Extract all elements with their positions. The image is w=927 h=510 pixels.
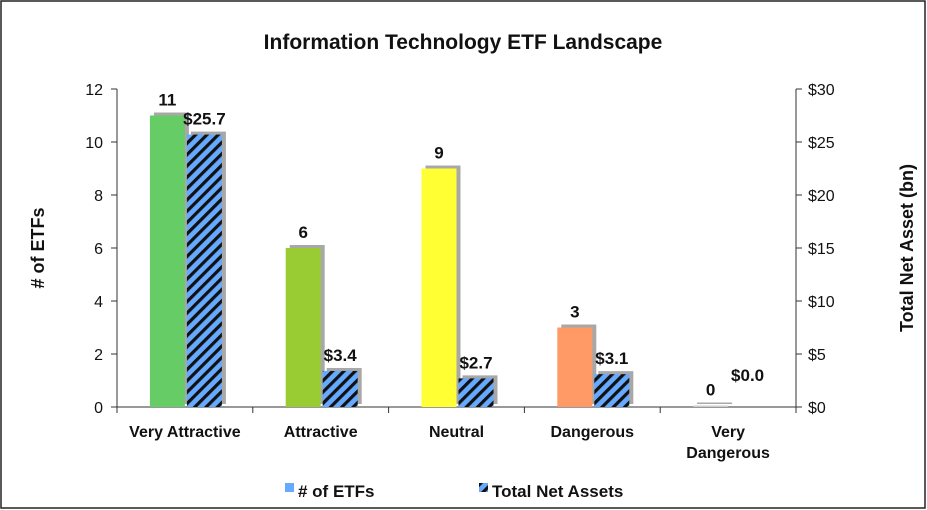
left-tick-label: 4 xyxy=(94,294,103,311)
legend-swatch-etfs xyxy=(285,483,294,492)
right-tick-label: $25 xyxy=(808,135,835,152)
assets-bar xyxy=(186,134,222,407)
right-tick-label: $5 xyxy=(808,347,826,364)
count-bar xyxy=(421,168,457,407)
right-tick-label: $0 xyxy=(808,400,826,417)
left-tick-label: 0 xyxy=(94,400,103,417)
assets-data-label: $3.1 xyxy=(595,349,628,368)
left-tick-label: 6 xyxy=(94,241,103,258)
count-data-label: 3 xyxy=(570,303,579,322)
category-label: Very xyxy=(711,424,745,441)
right-tick-label: $15 xyxy=(808,241,835,258)
left-tick-label: 2 xyxy=(94,347,103,364)
category-label: Attractive xyxy=(284,424,358,441)
left-axis-label: # of ETFs xyxy=(28,207,48,288)
left-tick-label: 12 xyxy=(85,82,103,99)
count-bar xyxy=(693,405,729,407)
count-bar xyxy=(557,327,593,407)
right-tick-label: $10 xyxy=(808,294,835,311)
category-label-line2: Dangerous xyxy=(686,445,770,462)
legend: # of ETFs Total Net Assets xyxy=(285,482,623,501)
right-tick-label: $20 xyxy=(808,188,835,205)
count-data-label: 9 xyxy=(434,144,443,163)
assets-bar xyxy=(458,378,494,407)
data-labels: 11 $25.7 6 $3.4 9 $2.7 3 $3.1 0 $0.0 xyxy=(158,91,764,400)
axes: 0 2 4 6 8 10 12 $0 $5 $10 $15 $20 $25 $30 xyxy=(85,82,835,417)
assets-data-label: $25.7 xyxy=(183,110,226,129)
assets-data-label: $2.7 xyxy=(459,353,492,372)
right-tick-label: $30 xyxy=(808,82,835,99)
category-label: Dangerous xyxy=(551,424,635,441)
category-label: Very Attractive xyxy=(129,424,241,441)
assets-data-label: $3.4 xyxy=(324,346,358,365)
count-bar-shadow xyxy=(697,402,733,404)
bars xyxy=(149,112,733,407)
assets-bar xyxy=(594,374,630,407)
count-data-label: 6 xyxy=(298,223,307,242)
count-bar xyxy=(149,115,185,407)
chart-title: Information Technology ETF Landscape xyxy=(264,31,663,54)
right-axis-label: Total Net Asset (bn) xyxy=(897,164,917,332)
count-data-label: 0 xyxy=(706,381,715,400)
legend-label-etfs: # of ETFs xyxy=(298,482,375,501)
count-bar xyxy=(285,248,321,407)
left-tick-label: 8 xyxy=(94,188,103,205)
assets-bar xyxy=(322,370,358,407)
assets-data-label: $0.0 xyxy=(731,366,764,385)
category-label: Neutral xyxy=(429,424,484,441)
category-labels: Very Attractive Attractive Neutral Dangerou… xyxy=(129,424,770,462)
legend-swatch-assets xyxy=(479,483,488,492)
count-data-label: 11 xyxy=(158,91,176,110)
left-tick-label: 10 xyxy=(85,135,103,152)
legend-label-assets: Total Net Assets xyxy=(492,482,623,501)
